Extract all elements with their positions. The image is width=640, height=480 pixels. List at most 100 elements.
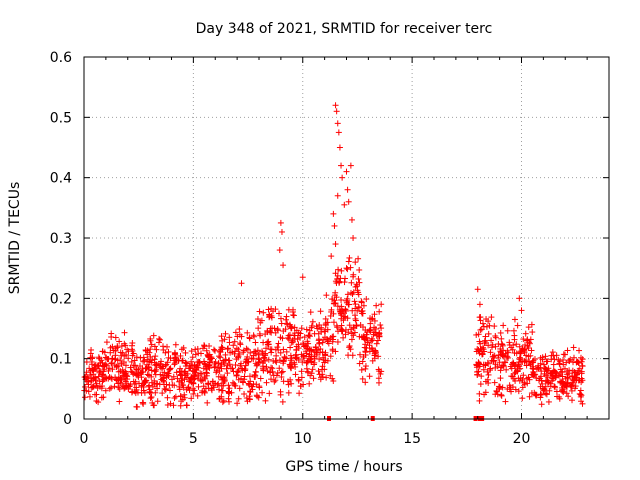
- data-point: [147, 335, 154, 342]
- data-point: [257, 375, 264, 382]
- data-point: [538, 401, 545, 408]
- data-point: [523, 337, 530, 344]
- data-point: [170, 402, 177, 409]
- data-point: [201, 360, 208, 367]
- data-point: [327, 372, 334, 379]
- data-point: [483, 323, 490, 330]
- data-point: [240, 347, 247, 354]
- data-point: [129, 339, 136, 346]
- data-point: [200, 365, 207, 372]
- data-point: [551, 368, 558, 375]
- data-point: [344, 186, 351, 193]
- data-point: [376, 308, 383, 315]
- data-point: [575, 367, 582, 374]
- data-point: [231, 380, 238, 387]
- data-point: [116, 386, 123, 393]
- data-point: [95, 373, 102, 380]
- data-point: [308, 370, 315, 377]
- data-point: [217, 348, 224, 355]
- data-point: [241, 390, 248, 397]
- data-point: [563, 390, 570, 397]
- data-point: [344, 266, 351, 273]
- data-point: [293, 346, 300, 353]
- data-point: [476, 314, 483, 321]
- data-point: [572, 383, 579, 390]
- data-point: [235, 353, 242, 360]
- data-point: [160, 343, 167, 350]
- data-point: [251, 371, 258, 378]
- data-point: [286, 361, 293, 368]
- data-point: [522, 341, 529, 348]
- data-point: [537, 354, 544, 361]
- data-point: [346, 322, 353, 329]
- data-point: [288, 339, 295, 346]
- data-point: [530, 357, 537, 364]
- data-point: [261, 351, 268, 358]
- data-point: [547, 383, 554, 390]
- data-point: [254, 316, 261, 323]
- data-point: [122, 362, 129, 369]
- data-point: [345, 258, 352, 265]
- data-point: [277, 315, 284, 322]
- data-point: [316, 322, 323, 329]
- data-point: [178, 346, 185, 353]
- data-point: [177, 371, 184, 378]
- y-tick-label: 0.2: [50, 291, 72, 307]
- data-point: [478, 373, 485, 380]
- data-point: [184, 370, 191, 377]
- data-point: [332, 102, 339, 109]
- data-point: [333, 322, 340, 329]
- chart-title: Day 348 of 2021, SRMTID for receiver ter…: [196, 21, 493, 37]
- data-point: [277, 219, 284, 226]
- data-point: [498, 340, 505, 347]
- data-point: [338, 267, 345, 274]
- data-point: [475, 331, 482, 338]
- data-point: [487, 349, 494, 356]
- data-point: [256, 356, 263, 363]
- data-point: [146, 388, 153, 395]
- data-point: [126, 383, 133, 390]
- data-point: [303, 365, 310, 372]
- data-point: [346, 344, 353, 351]
- data-point: [295, 332, 302, 339]
- data-point: [253, 392, 260, 399]
- data-point: [475, 360, 482, 367]
- data-point: [111, 383, 118, 390]
- data-point: [163, 374, 170, 381]
- data-point: [103, 339, 110, 346]
- data-point: [309, 366, 316, 373]
- data-point: [181, 369, 188, 376]
- data-point: [204, 351, 211, 358]
- data-point: [515, 388, 522, 395]
- data-point: [528, 321, 535, 328]
- data-point: [265, 306, 272, 313]
- data-point: [474, 286, 481, 293]
- data-point: [301, 334, 308, 341]
- data-point: [144, 356, 151, 363]
- data-point: [564, 379, 571, 386]
- data-point: [151, 343, 158, 350]
- data-point: [272, 329, 279, 336]
- x-tick-label: 10: [294, 431, 312, 447]
- data-point: [232, 329, 239, 336]
- data-point: [328, 306, 335, 313]
- data-point: [177, 393, 184, 400]
- data-point: [487, 365, 494, 372]
- grid: [84, 57, 609, 419]
- data-point: [150, 332, 157, 339]
- data-point: [298, 325, 305, 332]
- data-point: [340, 334, 347, 341]
- data-point: [538, 368, 545, 375]
- data-point: [492, 343, 499, 350]
- data-point: [540, 361, 547, 368]
- data-point: [140, 358, 147, 365]
- data-point: [309, 318, 316, 325]
- data-point: [473, 364, 480, 371]
- data-point: [525, 374, 532, 381]
- data-point: [317, 346, 324, 353]
- data-point: [153, 346, 160, 353]
- data-point: [252, 339, 259, 346]
- data-point: [100, 368, 107, 375]
- data-point: [517, 349, 524, 356]
- data-point: [519, 376, 526, 383]
